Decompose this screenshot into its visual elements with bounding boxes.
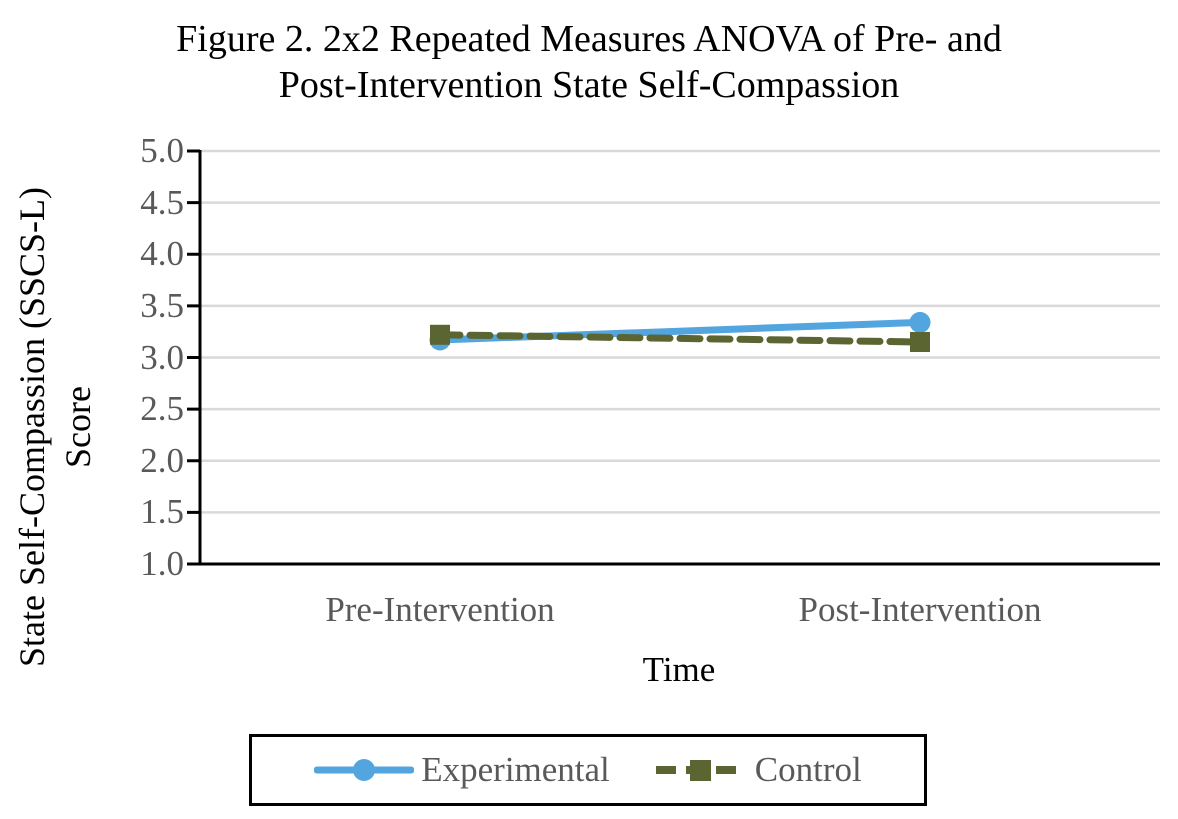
legend-label-experimental: Experimental [421,750,610,789]
y-tick-label: 3.0 [140,337,184,377]
y-tick-label: 5.0 [140,131,184,170]
y-tick-label: 3.5 [140,285,184,325]
legend: Experimental Control [249,734,927,806]
y-tick-label: 1.5 [140,492,184,532]
control-data-marker [430,324,450,345]
x-category-labels: Pre-Intervention Post-Intervention [0,590,1178,636]
x-axis-title: Time [642,650,716,689]
x-category-label: Pre-Intervention [325,590,555,629]
control-line-swatch [655,760,746,781]
experimental-line-swatch [314,759,415,781]
y-tick-label: 4.5 [140,182,184,222]
y-tick-label: 4.0 [140,234,184,274]
experimental-data-marker [909,311,931,333]
chart-title-line-2: Post-Intervention State Self-Compassion [278,64,900,106]
legend-label-control: Control [754,750,862,789]
chart-title: Figure 2. 2x2 Repeated Measures ANOVA of… [0,16,1178,108]
chart-title-line-1: Figure 2. 2x2 Repeated Measures ANOVA of… [176,18,1002,60]
control-series-line [436,331,924,346]
y-tick-label: 2.0 [140,440,184,480]
y-tick-label: 2.5 [140,389,184,429]
y-tick-label: 1.0 [140,544,184,583]
control-data-marker [910,332,930,353]
x-category-label: Post-Intervention [798,590,1042,629]
legend-item-control: Control [654,750,862,790]
legend-item-experimental: Experimental [314,750,610,790]
y-tick-labels: 5.0 4.5 4.0 3.5 3.0 2.5 2.0 1.5 1.0 [0,0,184,819]
